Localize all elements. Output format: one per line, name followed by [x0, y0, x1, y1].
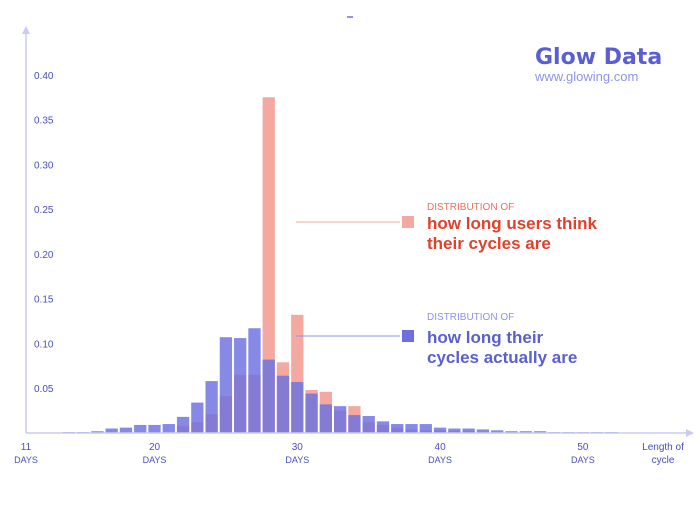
actual-bar-19 [134, 424, 147, 433]
actual-bar-24 [205, 381, 218, 433]
y-tick-label: 0.05 [34, 384, 54, 395]
actual-bar-33 [334, 406, 347, 433]
x-tick-label: 20 [149, 442, 161, 453]
actual-bar-40 [433, 427, 447, 433]
actual-bar-38 [405, 424, 418, 433]
x-tick-label: 40 [435, 442, 447, 453]
y-tick-label: 0.20 [34, 250, 54, 261]
actual-bar-46 [519, 431, 532, 433]
actual-bar-32 [319, 404, 332, 433]
perceived-legend-line1: how long users think [427, 214, 598, 233]
actual-bar-16 [91, 431, 104, 433]
actual-bar-26 [234, 338, 247, 433]
actual-bar-22 [176, 416, 190, 433]
actual-bar-34 [348, 415, 361, 433]
y-tick-label: 0.35 [34, 116, 54, 127]
y-tick-label: 0.15 [34, 295, 54, 306]
actual-bar-41 [448, 428, 461, 433]
actual-bar-47 [533, 431, 547, 433]
actual-legend-line1: how long their [427, 328, 544, 347]
actual-bar-43 [476, 429, 490, 433]
x-tick-label: 30 [292, 442, 304, 453]
brand-title: Glow Data [535, 45, 662, 70]
perceived-legend-line2: their cycles are [427, 234, 551, 253]
actual-legend-line2: cycles actually are [427, 348, 577, 367]
x-tick-unit: DAYS [285, 455, 309, 465]
actual-bar-36 [376, 421, 390, 433]
actual-bar-29 [276, 375, 290, 433]
perceived-legend-prefix: DISTRIBUTION OF [427, 202, 514, 213]
x-tick-label: 50 [577, 442, 589, 453]
perceived-legend-swatch [402, 216, 414, 228]
brand-url: www.glowing.com [534, 69, 638, 84]
actual-legend-prefix: DISTRIBUTION OF [427, 312, 514, 323]
actual-bar-42 [462, 428, 475, 433]
x-tick-labels: 11 DAYS 20 DAYS 30 DAYS 40 DAYS 50 DAYS Length of c… [14, 442, 684, 466]
actual-bar-44 [491, 430, 504, 433]
x-axis-arrow [686, 429, 694, 437]
actual-bar-18 [119, 427, 133, 433]
actual-bar-17 [105, 428, 118, 433]
x-axis-title: cycle [652, 455, 675, 466]
actual-bar-23 [191, 402, 204, 433]
y-tick-label: 0.30 [34, 160, 54, 171]
x-tick-unit: DAYS [14, 455, 38, 465]
x-tick-label: 11 [21, 442, 32, 453]
y-tick-labels: 0.05 0.10 0.15 0.20 0.25 0.30 0.35 0.40 [34, 71, 54, 395]
y-tick-label: 0.10 [34, 340, 54, 351]
y-tick-label: 0.25 [34, 205, 54, 216]
actual-bar-25 [219, 337, 233, 433]
y-axis-arrow [22, 26, 30, 34]
actual-bar-31 [305, 393, 318, 433]
actual-bar-20 [148, 424, 161, 433]
actual-bar-45 [505, 431, 518, 433]
perceived-bar-28 [262, 97, 275, 434]
actual-bar-39 [419, 424, 432, 433]
actual-bar-21 [162, 424, 175, 433]
actual-bar-27 [248, 328, 261, 433]
x-tick-unit: DAYS [143, 455, 167, 465]
x-tick-unit: DAYS [571, 455, 595, 465]
x-axis-title: Length of [642, 442, 684, 453]
actual-bar-37 [391, 424, 404, 433]
actual-legend-swatch [402, 330, 414, 342]
actual-bar-30 [291, 381, 304, 433]
x-tick-unit: DAYS [428, 455, 452, 465]
actual-bar-28 [262, 359, 275, 433]
actual-bar-35 [362, 415, 375, 433]
y-tick-label: 0.40 [34, 71, 54, 82]
